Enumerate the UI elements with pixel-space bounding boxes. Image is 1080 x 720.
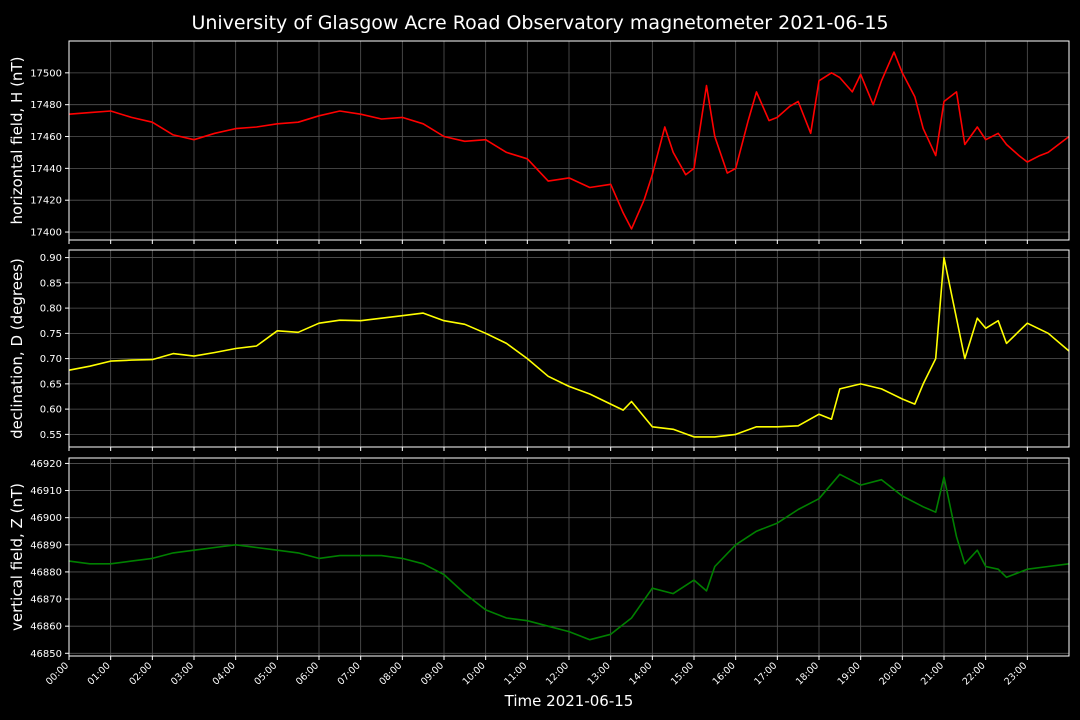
y-tick-label: 17460: [30, 132, 62, 143]
y-tick-label: 46910: [30, 486, 62, 497]
series-line: [68, 51, 1070, 230]
y-tick-label: 0.90: [40, 253, 62, 264]
axes-frame: [68, 40, 1070, 241]
y-tick-label: 46870: [30, 595, 62, 606]
panel-horizontal-field: 17400 17420 17440 17460 17480 17500 horizontal…: [8, 40, 1070, 244]
y-axis-label: vertical field, Z (nT): [8, 483, 26, 631]
y-tick-label: 46900: [30, 513, 62, 524]
y-tick-label: 17440: [30, 164, 62, 175]
y-tick-label: 0.85: [40, 278, 62, 289]
y-tick-label: 17480: [30, 100, 62, 111]
y-tick-label: 46880: [30, 567, 62, 578]
y-axis-label: horizontal field, H (nT): [8, 57, 26, 225]
y-tick-label: 0.65: [40, 379, 62, 390]
y-tick-label: 0.75: [40, 329, 62, 340]
x-axis-label: Time 2021-06-15: [504, 692, 634, 710]
y-tick-label: 46850: [30, 649, 62, 660]
y-tick-label: 17420: [30, 196, 62, 207]
y-tick-label: 46920: [30, 459, 62, 470]
y-tick-label: 0.70: [40, 354, 62, 365]
panel-declination: 0.55 0.60 0.65 0.70 0.75 0.80 0.85 0.90 declinat…: [8, 249, 1070, 451]
y-tick-label: 46860: [30, 622, 62, 633]
y-tick-label: 17500: [30, 68, 62, 79]
series-line: [68, 256, 1070, 438]
y-tick-label: 0.55: [40, 430, 62, 441]
chart-title: University of Glasgow Acre Road Observat…: [191, 12, 888, 34]
y-tick-label: 46890: [30, 540, 62, 551]
series-line: [68, 473, 1070, 641]
y-tick-label: 0.80: [40, 304, 62, 315]
y-axis-label: declination, D (degrees): [8, 258, 26, 439]
panel-vertical-field: 46850 46860 46870 46880 46890 46900 46910 46920…: [8, 457, 1070, 687]
axes-frame: [68, 249, 1070, 448]
y-tick-label: 17400: [30, 228, 62, 239]
y-tick-label: 0.60: [40, 405, 62, 416]
axes-frame: [68, 457, 1070, 657]
